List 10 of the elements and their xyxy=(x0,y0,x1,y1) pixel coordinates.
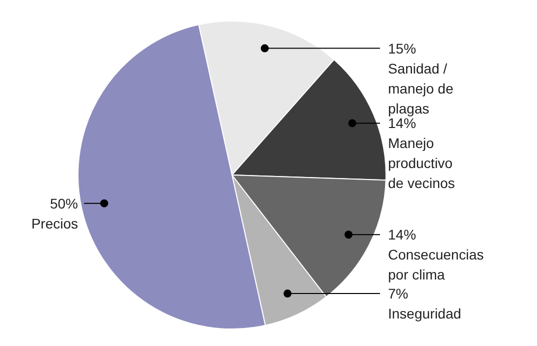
slice-label: Consecuencias por clima xyxy=(388,246,484,283)
data-label: 7% xyxy=(388,286,408,302)
slice-label: Sanidad / manejo de plagas xyxy=(388,60,454,116)
data-label: 15% xyxy=(388,40,416,56)
data-label: 14% xyxy=(388,115,416,132)
slice-label: Precios xyxy=(31,215,78,232)
slice-label: Inseguridad xyxy=(388,306,462,322)
data-label: 50% xyxy=(50,195,78,212)
slice-label: Manejo productivo de vecinos xyxy=(388,135,455,192)
data-label: 14% xyxy=(388,226,416,243)
